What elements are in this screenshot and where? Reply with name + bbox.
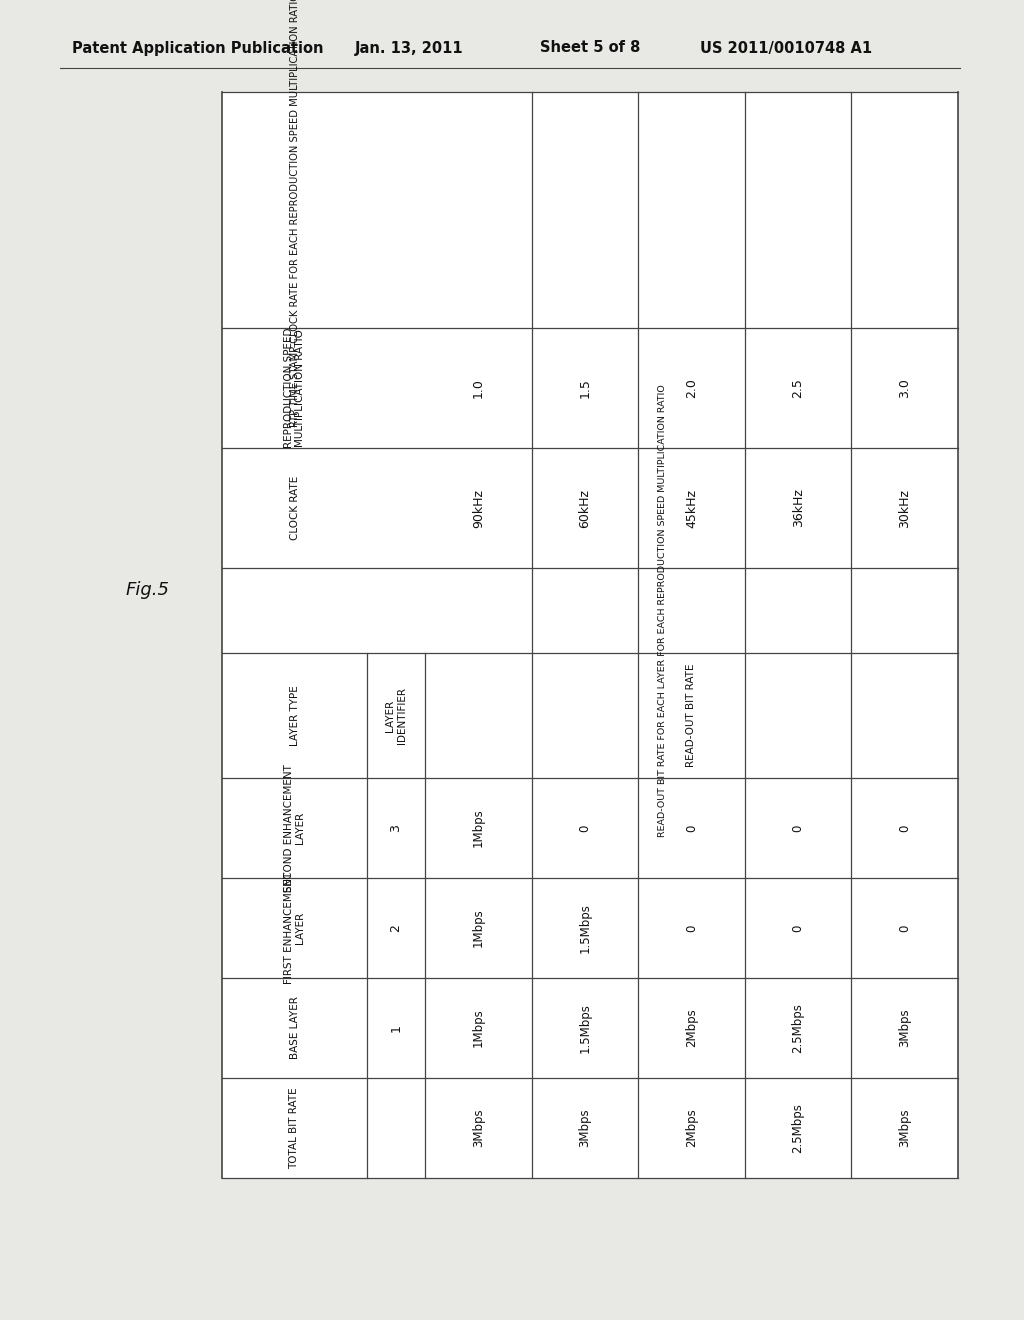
Text: 2Mbps: 2Mbps (685, 1109, 698, 1147)
Text: 0: 0 (792, 824, 805, 832)
Text: 2.5Mbps: 2.5Mbps (792, 1104, 805, 1152)
Text: BASE LAYER: BASE LAYER (290, 997, 299, 1060)
Text: Patent Application Publication: Patent Application Publication (72, 41, 324, 55)
Text: TOTAL BIT RATE: TOTAL BIT RATE (290, 1088, 299, 1168)
Text: 3Mbps: 3Mbps (472, 1109, 484, 1147)
Text: 36kHz: 36kHz (792, 488, 805, 528)
Text: 2.0: 2.0 (685, 378, 698, 397)
Text: 2.5: 2.5 (792, 378, 805, 397)
Text: 3Mbps: 3Mbps (898, 1109, 911, 1147)
Text: 0: 0 (685, 824, 698, 832)
Text: 1.5: 1.5 (579, 378, 592, 397)
Bar (222, 92, 958, 1177)
Text: RTP TIME STAMP CLOCK RATE FOR EACH REPRODUCTION SPEED MULTIPLICATION RATIO: RTP TIME STAMP CLOCK RATE FOR EACH REPRO… (290, 0, 299, 426)
Text: 1Mbps: 1Mbps (472, 908, 484, 948)
Text: 3: 3 (389, 824, 402, 832)
Text: 0: 0 (898, 924, 911, 932)
Text: 0: 0 (579, 824, 592, 832)
Text: 3Mbps: 3Mbps (579, 1109, 592, 1147)
Text: 2: 2 (389, 924, 402, 932)
Text: 60kHz: 60kHz (579, 488, 592, 528)
Text: 1: 1 (389, 1024, 402, 1032)
Text: 3.0: 3.0 (898, 378, 911, 397)
Text: 90kHz: 90kHz (472, 488, 484, 528)
Text: CLOCK RATE: CLOCK RATE (290, 477, 299, 540)
Text: US 2011/0010748 A1: US 2011/0010748 A1 (700, 41, 872, 55)
Text: 1.0: 1.0 (472, 378, 484, 397)
Text: FIRST ENHANCEMENT
LAYER: FIRST ENHANCEMENT LAYER (284, 873, 305, 985)
Text: READ-OUT BIT RATE: READ-OUT BIT RATE (686, 664, 696, 767)
Text: Fig.5: Fig.5 (126, 581, 170, 599)
Text: 0: 0 (685, 924, 698, 932)
Text: Sheet 5 of 8: Sheet 5 of 8 (540, 41, 640, 55)
Text: 30kHz: 30kHz (898, 488, 911, 528)
Text: LAYER TYPE: LAYER TYPE (290, 685, 299, 746)
Text: 45kHz: 45kHz (685, 488, 698, 528)
Text: 2.5Mbps: 2.5Mbps (792, 1003, 805, 1053)
Text: 1.5Mbps: 1.5Mbps (579, 903, 592, 953)
Text: 1Mbps: 1Mbps (472, 1008, 484, 1047)
Text: REPRODUCTION SPEED
MULTIPLICATION RATIO: REPRODUCTION SPEED MULTIPLICATION RATIO (284, 327, 305, 449)
Text: Jan. 13, 2011: Jan. 13, 2011 (355, 41, 464, 55)
Text: 1Mbps: 1Mbps (472, 809, 484, 847)
Text: 0: 0 (792, 924, 805, 932)
Text: LAYER
IDENTIFIER: LAYER IDENTIFIER (385, 686, 407, 744)
Text: 2Mbps: 2Mbps (685, 1008, 698, 1047)
Text: SECOND ENHANCEMENT
LAYER: SECOND ENHANCEMENT LAYER (284, 764, 305, 892)
Text: 1.5Mbps: 1.5Mbps (579, 1003, 592, 1053)
Text: READ-OUT BIT RATE FOR EACH LAYER FOR EACH REPRODUCTION SPEED MULTIPLICATION RATI: READ-OUT BIT RATE FOR EACH LAYER FOR EAC… (658, 384, 667, 837)
Text: 0: 0 (898, 824, 911, 832)
Text: 3Mbps: 3Mbps (898, 1008, 911, 1047)
